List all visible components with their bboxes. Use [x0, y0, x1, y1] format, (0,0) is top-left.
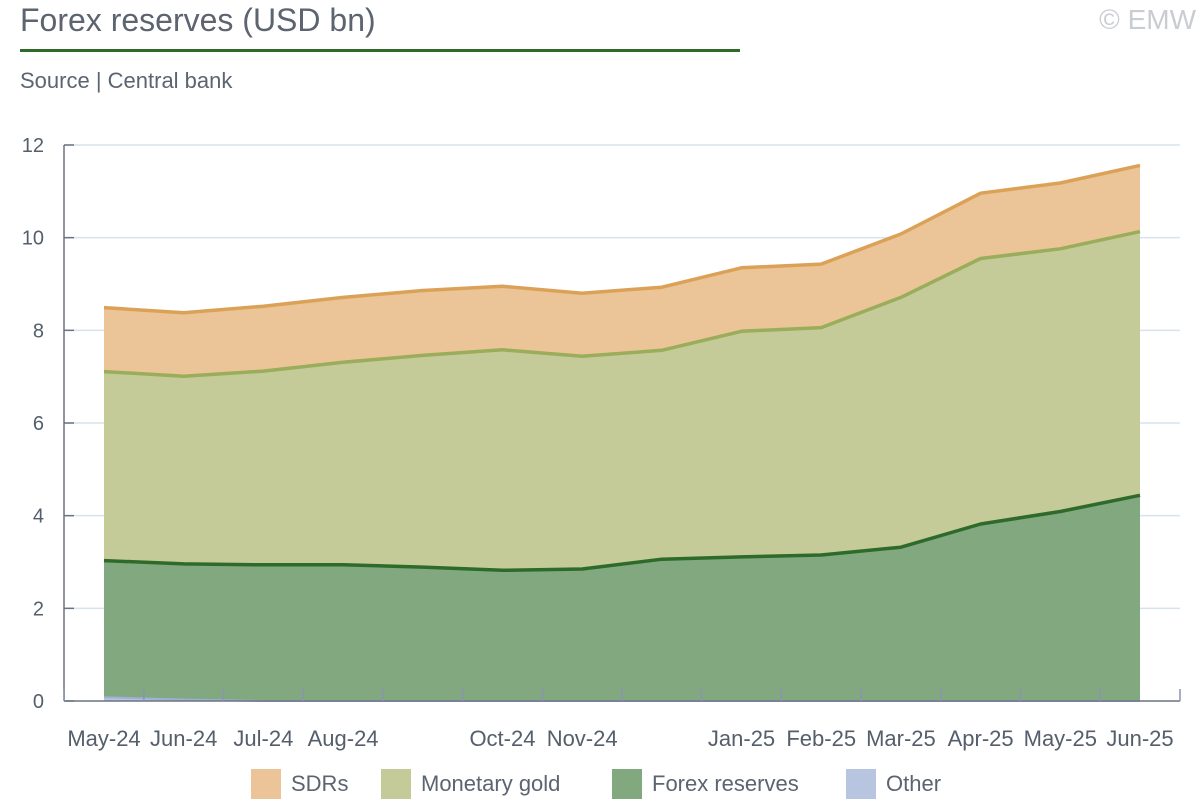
title-underline — [20, 49, 740, 52]
y-tick-label: 8 — [33, 320, 44, 342]
legend-label: Forex reserves — [652, 771, 799, 796]
chart-title: Forex reserves (USD bn) — [20, 2, 376, 38]
y-tick-label: 4 — [33, 506, 44, 528]
chart-legend: SDRs Monetary gold Forex reserves Other — [0, 768, 1200, 800]
legend-swatch — [612, 769, 642, 799]
x-tick-label: Mar-25 — [866, 726, 936, 751]
area-sdrs — [104, 165, 1140, 377]
legend-swatch — [251, 769, 281, 799]
legend-item: Monetary gold — [381, 768, 560, 800]
legend-swatch — [846, 769, 876, 799]
x-tick-label: Aug-24 — [308, 726, 379, 751]
y-tick-label: 6 — [33, 413, 44, 435]
line-gold — [103, 229, 1141, 378]
x-tick-label: Apr-25 — [948, 726, 1014, 751]
legend-item: Other — [846, 768, 941, 800]
legend-label: Monetary gold — [421, 771, 561, 796]
y-tick-label: 2 — [33, 598, 44, 620]
y-tick-label: 12 — [22, 135, 44, 157]
area-gold — [104, 231, 1140, 571]
legend-label: Other — [886, 771, 942, 796]
area-forex — [104, 495, 1140, 701]
y-tick-label: 0 — [33, 691, 44, 713]
x-tick-label: Jan-25 — [708, 726, 775, 751]
line-forex — [103, 493, 1141, 573]
copyright-notice: © EMW — [1099, 4, 1196, 35]
legend-swatch — [381, 769, 411, 799]
x-tick-label: Oct-24 — [469, 726, 535, 751]
legend-item: Forex reserves — [612, 768, 799, 800]
y-tick-label: 10 — [22, 228, 44, 250]
x-tick-label: Feb-25 — [786, 726, 856, 751]
legend-label: SDRs — [291, 771, 349, 796]
x-tick-label: Jul-24 — [233, 726, 293, 751]
x-tick-label: May-24 — [67, 726, 140, 751]
legend-item: SDRs — [251, 768, 348, 800]
x-tick-label: Jun-24 — [150, 726, 217, 751]
x-tick-label: May-25 — [1024, 726, 1097, 751]
x-tick-label: Nov-24 — [547, 726, 618, 751]
chart-source: Source | Central bank — [20, 68, 233, 93]
line-sdrs — [103, 163, 1141, 315]
x-tick-label: Jun-25 — [1106, 726, 1173, 751]
